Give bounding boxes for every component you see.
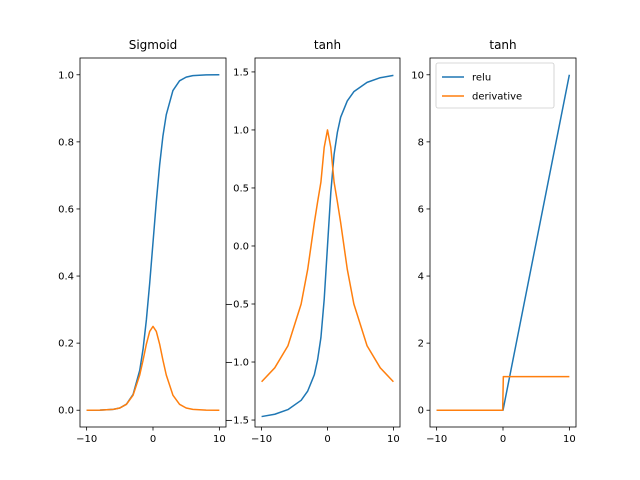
panel-3-y-tick-label: 0 bbox=[418, 406, 424, 417]
panel-3-y-tick-label: 4 bbox=[418, 272, 424, 283]
panel-2-y-tick-label: −1.0 bbox=[225, 358, 249, 369]
panel-1-y-tick-label: 0.4 bbox=[58, 272, 74, 283]
panel-1-y-tick-label: 0.8 bbox=[58, 137, 74, 148]
legend-box bbox=[435, 62, 555, 109]
panel-3-y-tick-label: 6 bbox=[418, 204, 424, 215]
panel-2-y-tick-label: 0.0 bbox=[233, 241, 249, 252]
panel-3-y-tick-label: 10 bbox=[411, 70, 424, 81]
panel-1-series-2-line bbox=[86, 325, 220, 411]
legend-label-1: relu bbox=[472, 73, 491, 84]
panel-2-title: tanh bbox=[314, 38, 341, 52]
panel-3-y-tick-label: 2 bbox=[418, 339, 424, 350]
panel-3-y-tick-label: 8 bbox=[418, 137, 424, 148]
panel-2-x-tick-label: 0 bbox=[324, 434, 330, 445]
panel-2-x-tick-label: −10 bbox=[251, 434, 272, 445]
panel-1-title: Sigmoid bbox=[129, 38, 178, 52]
panel-1-y-tick-label: 0.0 bbox=[58, 406, 74, 417]
panel-2-y-tick-label: −1.5 bbox=[225, 416, 249, 427]
panel-3-x-tick-label: 0 bbox=[500, 434, 506, 445]
legend-label-2: derivative bbox=[472, 92, 522, 103]
panel-1-y-tick-label: 1.0 bbox=[58, 70, 74, 81]
panel-1-x-tick-label: 0 bbox=[150, 434, 156, 445]
panel-2-series-2-line bbox=[261, 129, 394, 383]
panel-2-y-tick-label: 1.5 bbox=[233, 67, 249, 78]
panel-3-title: tanh bbox=[489, 38, 516, 52]
panel-1-y-tick-label: 0.6 bbox=[58, 204, 74, 215]
panel-1-x-tick-label: −10 bbox=[76, 434, 97, 445]
panel-1-y-tick-label: 0.2 bbox=[58, 339, 74, 350]
panel-2-y-tick-label: 1.0 bbox=[233, 125, 249, 136]
panel-3-x-tick-label: −10 bbox=[426, 434, 447, 445]
panel-1-x-tick-label: 10 bbox=[213, 434, 226, 445]
panel-2-series-1-line bbox=[261, 74, 394, 418]
panel-2-y-tick-label: −0.5 bbox=[225, 300, 249, 311]
panel-3-series-2-line bbox=[436, 375, 570, 411]
panel-2-y-tick-label: 0.5 bbox=[233, 183, 249, 194]
panel-2-x-tick-label: 10 bbox=[387, 434, 400, 445]
panel-3-x-tick-label: 10 bbox=[563, 434, 576, 445]
